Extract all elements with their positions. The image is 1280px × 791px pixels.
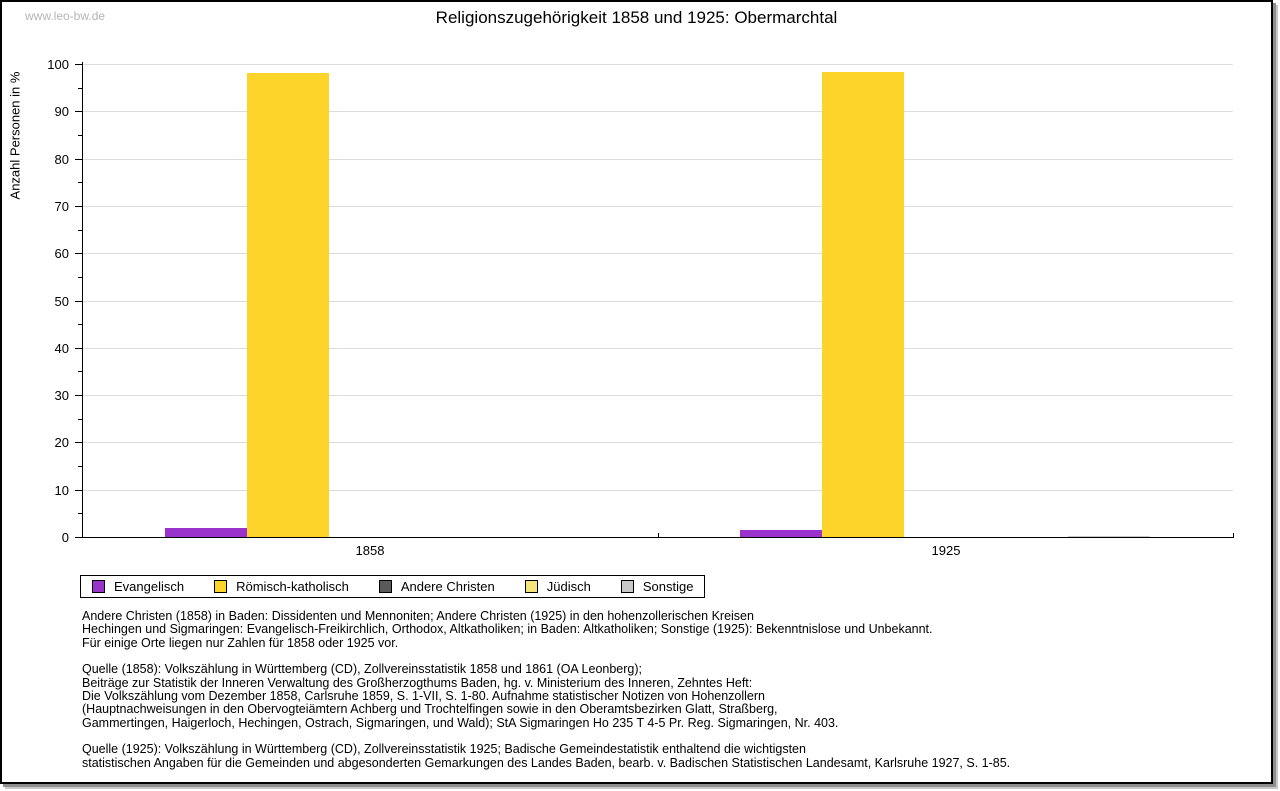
y-gridline <box>82 253 1233 254</box>
y-gridline <box>82 159 1233 160</box>
y-axis-tick <box>75 111 82 112</box>
y-axis-minor-tick <box>78 135 82 136</box>
y-axis-minor-tick <box>78 419 82 420</box>
footnote-line: Für einige Orte liegen nur Zahlen für 18… <box>82 635 399 650</box>
footnote-definitions: Andere Christen (1858) in Baden: Disside… <box>82 609 1241 650</box>
x-axis-tick <box>82 533 83 537</box>
footnote-line: Andere Christen (1858) in Baden: Disside… <box>82 609 754 623</box>
y-axis-tick-label: 30 <box>54 388 69 403</box>
footnote-line: Quelle (1858): Volkszählung in Württembe… <box>82 662 643 677</box>
footnote-source-1925: Quelle (1925): Volkszählung in Württembe… <box>82 742 1241 770</box>
footnote-line: Die Volkszählung vom Dezember 1858, Carl… <box>82 689 765 704</box>
chart-title: Religionszugehörigkeit 1858 und 1925: Ob… <box>435 8 838 27</box>
x-category-label: 1858 <box>355 543 385 558</box>
y-axis-minor-tick <box>78 324 82 325</box>
y-axis-minor-tick <box>78 371 82 372</box>
y-axis-tick <box>75 253 82 254</box>
y-axis-tick <box>75 442 82 443</box>
legend-color-swatch <box>524 580 538 593</box>
y-axis-minor-tick <box>78 182 82 183</box>
legend-label: Römisch-katholisch <box>236 579 349 594</box>
x-axis-tick <box>1233 533 1234 537</box>
footnote-line: statistischen Angaben für die Gemeinden … <box>82 755 1011 770</box>
footnote-line: (Hauptnachweisungen in den Obervogteiämt… <box>82 702 778 717</box>
chart-legend: Evangelisch Römisch-katholisch Andere Chri… <box>80 575 706 598</box>
bar-sonstige-1925 <box>1068 536 1150 537</box>
y-axis-tick <box>75 395 82 396</box>
y-axis-minor-tick <box>78 277 82 278</box>
legend-item-r-misch-katholisch: Römisch-katholisch <box>214 579 349 594</box>
y-axis-tick <box>75 348 82 349</box>
y-axis-tick-label: 40 <box>54 341 69 356</box>
y-gridline <box>82 348 1233 349</box>
y-gridline <box>82 64 1233 65</box>
legend-label: Jüdisch <box>546 579 591 594</box>
y-gridline <box>82 111 1233 112</box>
y-axis-tick-label: 60 <box>54 246 69 261</box>
legend-item-sonstige: Sonstige <box>620 579 694 594</box>
legend-color-swatch <box>620 580 634 593</box>
y-axis-title: Anzahl Personen in % <box>7 71 23 200</box>
y-axis-tick-label: 100 <box>47 57 69 72</box>
y-axis-tick <box>75 206 82 207</box>
y-gridline <box>82 442 1233 443</box>
footnote-source-1858: Quelle (1858): Volkszählung in Württembe… <box>82 662 1241 730</box>
legend-color-swatch <box>214 580 228 593</box>
x-category-label: 1925 <box>931 543 961 558</box>
footnote-line: Quelle (1925): Volkszählung in Württembe… <box>82 742 806 757</box>
y-axis-minor-tick <box>78 230 82 231</box>
y-gridline <box>82 301 1233 302</box>
y-axis-minor-tick <box>78 513 82 514</box>
y-gridline <box>82 395 1233 396</box>
legend-item-evangelisch: Evangelisch <box>92 579 184 594</box>
legend-label: Sonstige <box>642 579 694 594</box>
y-gridline <box>82 206 1233 207</box>
legend-label: Evangelisch <box>114 579 185 594</box>
legend-color-swatch <box>92 580 105 593</box>
bar-evangelisch-1858 <box>165 528 247 537</box>
y-axis-line <box>82 62 83 538</box>
bar-r-misch-katholisch-1858 <box>247 73 329 537</box>
x-axis-tick <box>658 533 659 537</box>
y-axis-tick-label: 0 <box>61 530 69 545</box>
y-axis-tick-label: 50 <box>54 294 69 309</box>
y-axis-tick <box>75 490 82 491</box>
bar-r-misch-katholisch-1925 <box>822 72 904 537</box>
watermark: www.leo-bw.de <box>25 9 106 23</box>
y-axis-tick-label: 70 <box>54 199 69 214</box>
bar-evangelisch-1925 <box>740 530 822 537</box>
footnote-line: Gammertingen, Haigerloch, Hechingen, Ost… <box>82 715 839 730</box>
legend-item-j-disch: Jüdisch <box>524 579 591 594</box>
y-axis-tick-label: 20 <box>54 435 69 450</box>
y-axis-tick <box>75 64 82 65</box>
y-axis-tick-label: 10 <box>54 483 69 498</box>
y-axis-tick <box>75 301 82 302</box>
legend-item-andere-christen: Andere Christen <box>378 579 495 594</box>
y-axis-tick <box>75 159 82 160</box>
y-gridline <box>82 490 1233 491</box>
y-axis-minor-tick <box>78 466 82 467</box>
chart-plot-area: 0 10 20 30 40 50 60 70 80 90 100 1858 1925 Anzahl Per… <box>2 2 1271 782</box>
footnote-line: Beiträge zur Statistik der Inneren Verwa… <box>82 675 753 690</box>
y-axis-minor-tick <box>78 88 82 89</box>
footnote-line: Hechingen und Sigmaringen: Evangelisch-F… <box>82 622 933 637</box>
footnotes: Andere Christen (1858) in Baden: Disside… <box>82 609 1241 782</box>
legend-color-swatch <box>378 580 392 593</box>
legend-label: Andere Christen <box>400 579 495 594</box>
y-axis-tick-label: 80 <box>54 152 69 167</box>
x-axis-line <box>82 537 1234 538</box>
y-axis-tick-label: 90 <box>54 104 69 119</box>
y-axis-tick <box>75 537 82 538</box>
